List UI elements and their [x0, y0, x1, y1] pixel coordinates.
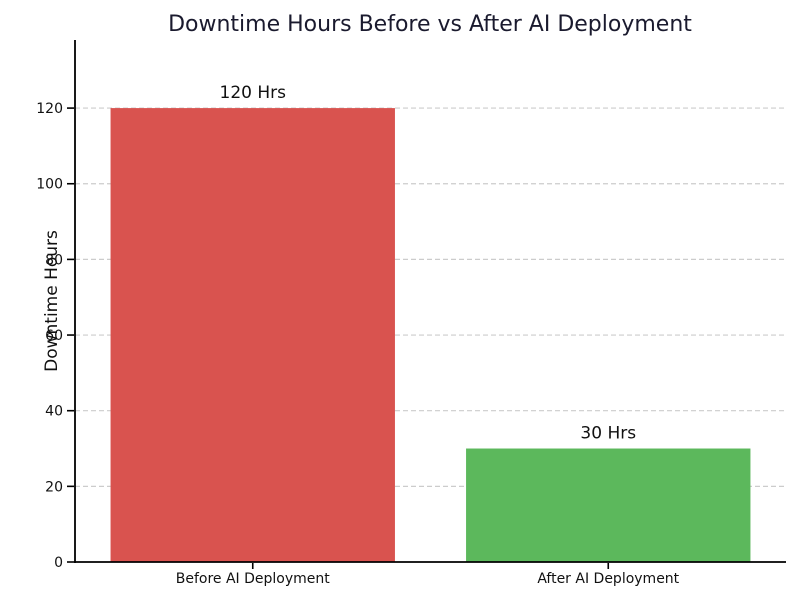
y-tick-label: 80 [45, 252, 63, 268]
axes-layer [74, 40, 786, 563]
y-axis-tick-labels: 0 20 40 60 80 100 120 [36, 101, 74, 571]
x-axis-tick-labels: Before AI Deployment After AI Deployment [176, 563, 680, 587]
bar-after [466, 448, 751, 562]
x-tick-label: Before AI Deployment [176, 571, 331, 587]
bar-value-labels: 120 Hrs 30 Hrs [220, 83, 637, 443]
y-tick-label: 120 [36, 101, 63, 117]
y-tick-label: 60 [45, 328, 63, 344]
y-tick-label: 100 [36, 177, 63, 193]
bar-value-label: 120 Hrs [220, 83, 287, 103]
y-axis-label: Downtime Hours [42, 230, 62, 372]
bars-layer [110, 108, 751, 562]
x-tick-label: After AI Deployment [537, 571, 679, 587]
y-tick-label: 20 [45, 479, 63, 495]
y-tick-label: 40 [45, 404, 63, 420]
bar-before [110, 108, 395, 562]
bar-value-label: 30 Hrs [580, 424, 636, 444]
y-tick-label: 0 [54, 555, 63, 571]
chart-title: Downtime Hours Before vs After AI Deploy… [168, 12, 692, 37]
